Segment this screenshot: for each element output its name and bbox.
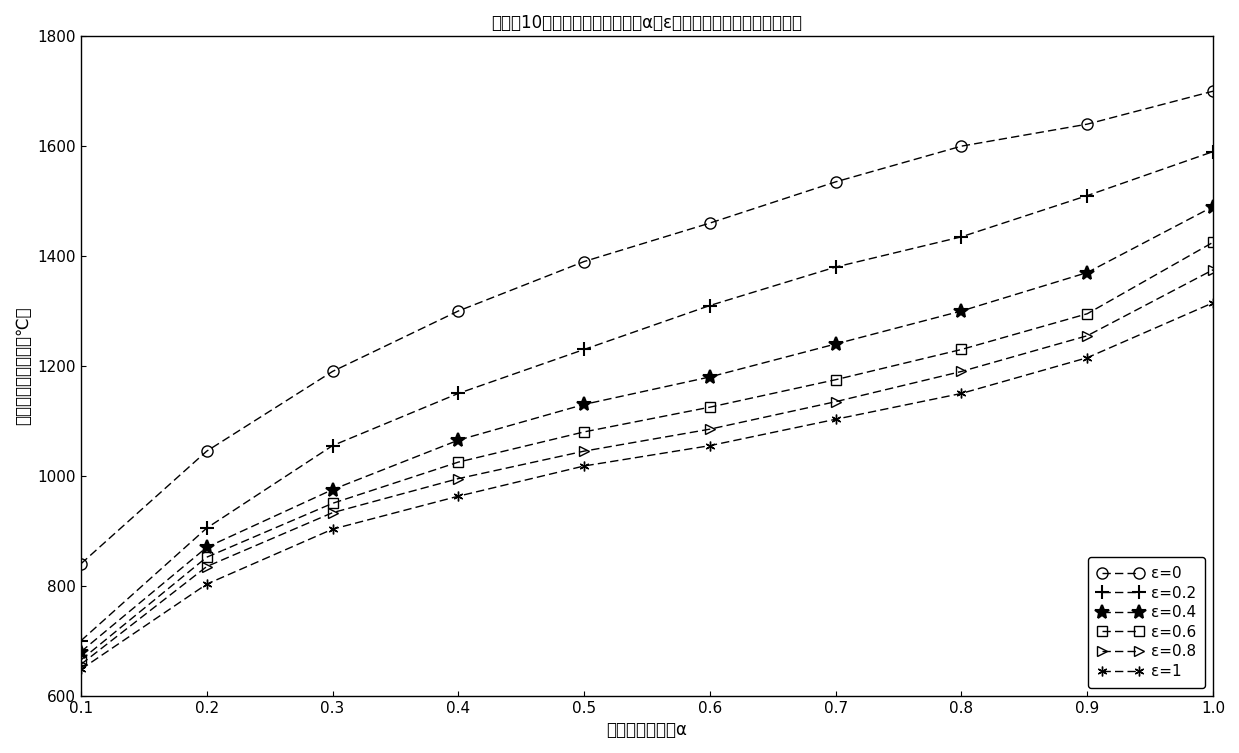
ε=0.6 [954, 345, 969, 354]
ε=0.4 [451, 436, 466, 445]
ε=0.4 [703, 373, 717, 382]
Line: ε=0.8: ε=0.8 [76, 265, 1218, 669]
Line: ε=0: ε=0 [76, 86, 1219, 569]
ε=0.2 [451, 389, 466, 398]
ε=0.6 [1206, 238, 1220, 247]
ε=0.4 [199, 543, 214, 552]
ε=0.2 [1206, 147, 1220, 156]
ε=1 [954, 389, 969, 398]
ε=0.8 [828, 397, 843, 406]
ε=0.8 [325, 508, 339, 517]
ε=0 [73, 559, 88, 569]
ε=0 [703, 218, 717, 227]
ε=0.4 [1206, 202, 1220, 211]
ε=0 [1080, 120, 1095, 129]
ε=0.4 [954, 306, 969, 316]
Y-axis label: 热防护层平衡温度（℃）: 热防护层平衡温度（℃） [14, 306, 32, 425]
ε=1 [73, 665, 88, 674]
ε=0.2 [703, 301, 717, 310]
ε=0.2 [325, 441, 339, 450]
Line: ε=1: ε=1 [76, 298, 1218, 674]
ε=1 [703, 441, 717, 450]
ε=1 [576, 462, 591, 471]
ε=1 [1206, 298, 1220, 307]
ε=1 [1080, 353, 1095, 362]
X-axis label: 太阳辐射吸收率α: 太阳辐射吸收率α [607, 721, 688, 739]
ε=0.8 [954, 367, 969, 376]
ε=0.8 [1206, 265, 1220, 274]
ε=0.2 [954, 232, 969, 241]
ε=0.2 [828, 263, 843, 272]
ε=0 [451, 306, 466, 316]
ε=0.8 [576, 447, 591, 456]
Line: ε=0.4: ε=0.4 [74, 200, 1220, 659]
Line: ε=0.2: ε=0.2 [74, 145, 1220, 648]
ε=0.4 [828, 340, 843, 349]
ε=0 [828, 178, 843, 187]
ε=0.6 [703, 403, 717, 412]
ε=0.2 [199, 523, 214, 532]
ε=0 [576, 257, 591, 266]
ε=1 [451, 492, 466, 501]
ε=0.4 [325, 485, 339, 494]
ε=0.6 [451, 458, 466, 467]
ε=0.2 [1080, 191, 1095, 200]
ε=0 [199, 447, 214, 456]
ε=0.8 [1080, 331, 1095, 340]
ε=1 [199, 580, 214, 589]
Legend: ε=0, ε=0.2, ε=0.4, ε=0.6, ε=0.8, ε=1: ε=0, ε=0.2, ε=0.4, ε=0.6, ε=0.8, ε=1 [1088, 556, 1206, 688]
ε=0.6 [576, 428, 591, 437]
Line: ε=0.6: ε=0.6 [76, 237, 1218, 665]
ε=0.6 [828, 375, 843, 384]
ε=1 [325, 525, 339, 534]
ε=0 [325, 367, 339, 376]
ε=0.4 [1080, 268, 1095, 277]
ε=0.6 [73, 655, 88, 664]
ε=0.8 [73, 660, 88, 669]
ε=0.6 [1080, 309, 1095, 319]
ε=0.8 [199, 562, 214, 571]
ε=0.8 [703, 425, 717, 434]
ε=1 [828, 415, 843, 424]
ε=0.4 [576, 400, 591, 409]
ε=0.6 [325, 498, 339, 508]
ε=0 [954, 142, 969, 151]
Title: 离日心10倍太阳半径轨道处不同α和ε的热防护层平衡温度变化曲线: 离日心10倍太阳半径轨道处不同α和ε的热防护层平衡温度变化曲线 [492, 14, 803, 32]
ε=0 [1206, 87, 1220, 96]
ε=0.2 [73, 636, 88, 645]
ε=0.8 [451, 474, 466, 483]
ε=0.6 [199, 553, 214, 562]
ε=0.2 [576, 345, 591, 354]
ε=0.4 [73, 648, 88, 657]
